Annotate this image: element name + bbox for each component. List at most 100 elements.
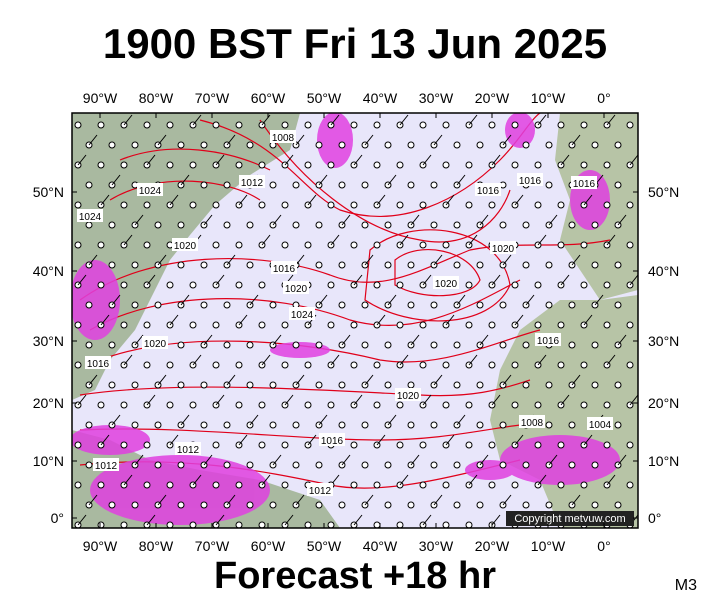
barb-station	[568, 301, 576, 309]
barb-staff	[433, 374, 443, 386]
barb-station	[74, 241, 82, 249]
barb-station	[637, 463, 638, 467]
barb-staff	[272, 454, 282, 466]
barb-station	[200, 381, 208, 389]
barb-station	[568, 221, 576, 229]
lon-label-bottom: 40°W	[363, 538, 398, 554]
lon-label-top: 30°W	[419, 90, 454, 106]
barb-station	[166, 281, 174, 289]
barb-station	[384, 141, 392, 149]
barb-staff	[261, 114, 271, 126]
isobar-label: 1020	[397, 391, 420, 402]
barb-station	[281, 481, 289, 489]
barb-staff	[134, 214, 144, 226]
barb-station	[120, 441, 128, 449]
isobar-label-box	[77, 209, 103, 222]
barb-station	[235, 281, 243, 289]
barb-station	[304, 401, 312, 409]
barb-staff	[445, 194, 455, 206]
barb-station	[488, 321, 496, 329]
barb-station	[189, 161, 197, 169]
isobar-label-box	[289, 307, 315, 320]
barb-station	[419, 201, 427, 209]
barb-staff	[376, 314, 386, 326]
barb-staff	[261, 474, 271, 486]
barb-station	[407, 381, 415, 389]
isobar-label: 1024	[291, 310, 314, 321]
barb-station	[614, 501, 622, 509]
barb-station	[131, 381, 139, 389]
barb-station	[557, 361, 565, 369]
barb-station	[591, 381, 599, 389]
barb-station	[534, 161, 542, 169]
barb-station	[97, 241, 105, 249]
barb-station	[407, 261, 415, 269]
barb-staff	[376, 434, 386, 446]
barb-station	[143, 481, 151, 489]
barb-station	[246, 141, 254, 149]
barb-staff	[88, 494, 98, 506]
barb-staff	[571, 254, 581, 266]
barb-staff	[445, 314, 455, 326]
barb-staff	[261, 354, 271, 366]
barb-staff	[606, 234, 616, 246]
lat-label-left: 0°	[51, 510, 64, 526]
barb-station	[166, 401, 174, 409]
lat-label-right: 0°	[648, 510, 661, 526]
barb-station	[166, 521, 174, 528]
isobar-label: 1012	[95, 461, 118, 472]
barb-station	[373, 241, 381, 249]
barb-staff	[583, 434, 593, 446]
barb-staff	[502, 494, 512, 506]
barb-station	[258, 441, 266, 449]
barb-station	[522, 221, 530, 229]
barb-staff	[180, 414, 190, 426]
barb-station	[338, 421, 346, 429]
barb-station	[177, 341, 185, 349]
barb-station	[614, 261, 622, 269]
barb-station	[200, 261, 208, 269]
isobar-label: 1024	[79, 212, 102, 223]
barb-staff	[491, 274, 501, 286]
lon-label-bottom: 50°W	[307, 538, 342, 554]
barb-station	[442, 361, 450, 369]
barb-staff	[422, 514, 432, 526]
barb-staff	[146, 154, 156, 166]
lon-label-top: 40°W	[363, 90, 398, 106]
forecast-label: Forecast +18 hr	[214, 555, 496, 597]
isobar-label: 1012	[309, 486, 332, 497]
barb-station	[488, 121, 496, 129]
barb-station	[258, 401, 266, 409]
barb-staff	[295, 134, 305, 146]
model-label: M3	[675, 577, 697, 594]
north-america	[72, 113, 300, 400]
lon-label-bottom: 0°	[597, 538, 610, 554]
barb-station	[384, 501, 392, 509]
barb-staff	[410, 454, 420, 466]
barb-staff	[272, 334, 282, 346]
barb-staff	[123, 114, 133, 126]
barb-station	[258, 321, 266, 329]
barb-station	[338, 301, 346, 309]
barb-station	[453, 341, 461, 349]
barb-staff	[560, 394, 570, 406]
barb-station	[97, 121, 105, 129]
barb-station	[419, 441, 427, 449]
barb-station	[476, 381, 484, 389]
barb-station	[154, 421, 162, 429]
barb-station	[304, 521, 312, 528]
barb-station	[74, 441, 82, 449]
barb-staff	[157, 134, 167, 146]
lon-label-top: 0°	[597, 90, 610, 106]
barb-station	[453, 261, 461, 269]
barb-station	[511, 121, 519, 129]
isobar-labels: 1008 1024 1012 1024 1020 1016 1020 1024 1020 1020…	[77, 130, 613, 497]
barb-staff	[537, 234, 547, 246]
barb-station	[74, 321, 82, 329]
barb-staff	[157, 374, 167, 386]
barb-staff	[226, 494, 236, 506]
barb-staff	[341, 214, 351, 226]
barb-station	[442, 121, 450, 129]
barb-staff	[284, 394, 294, 406]
barb-staff	[364, 134, 374, 146]
